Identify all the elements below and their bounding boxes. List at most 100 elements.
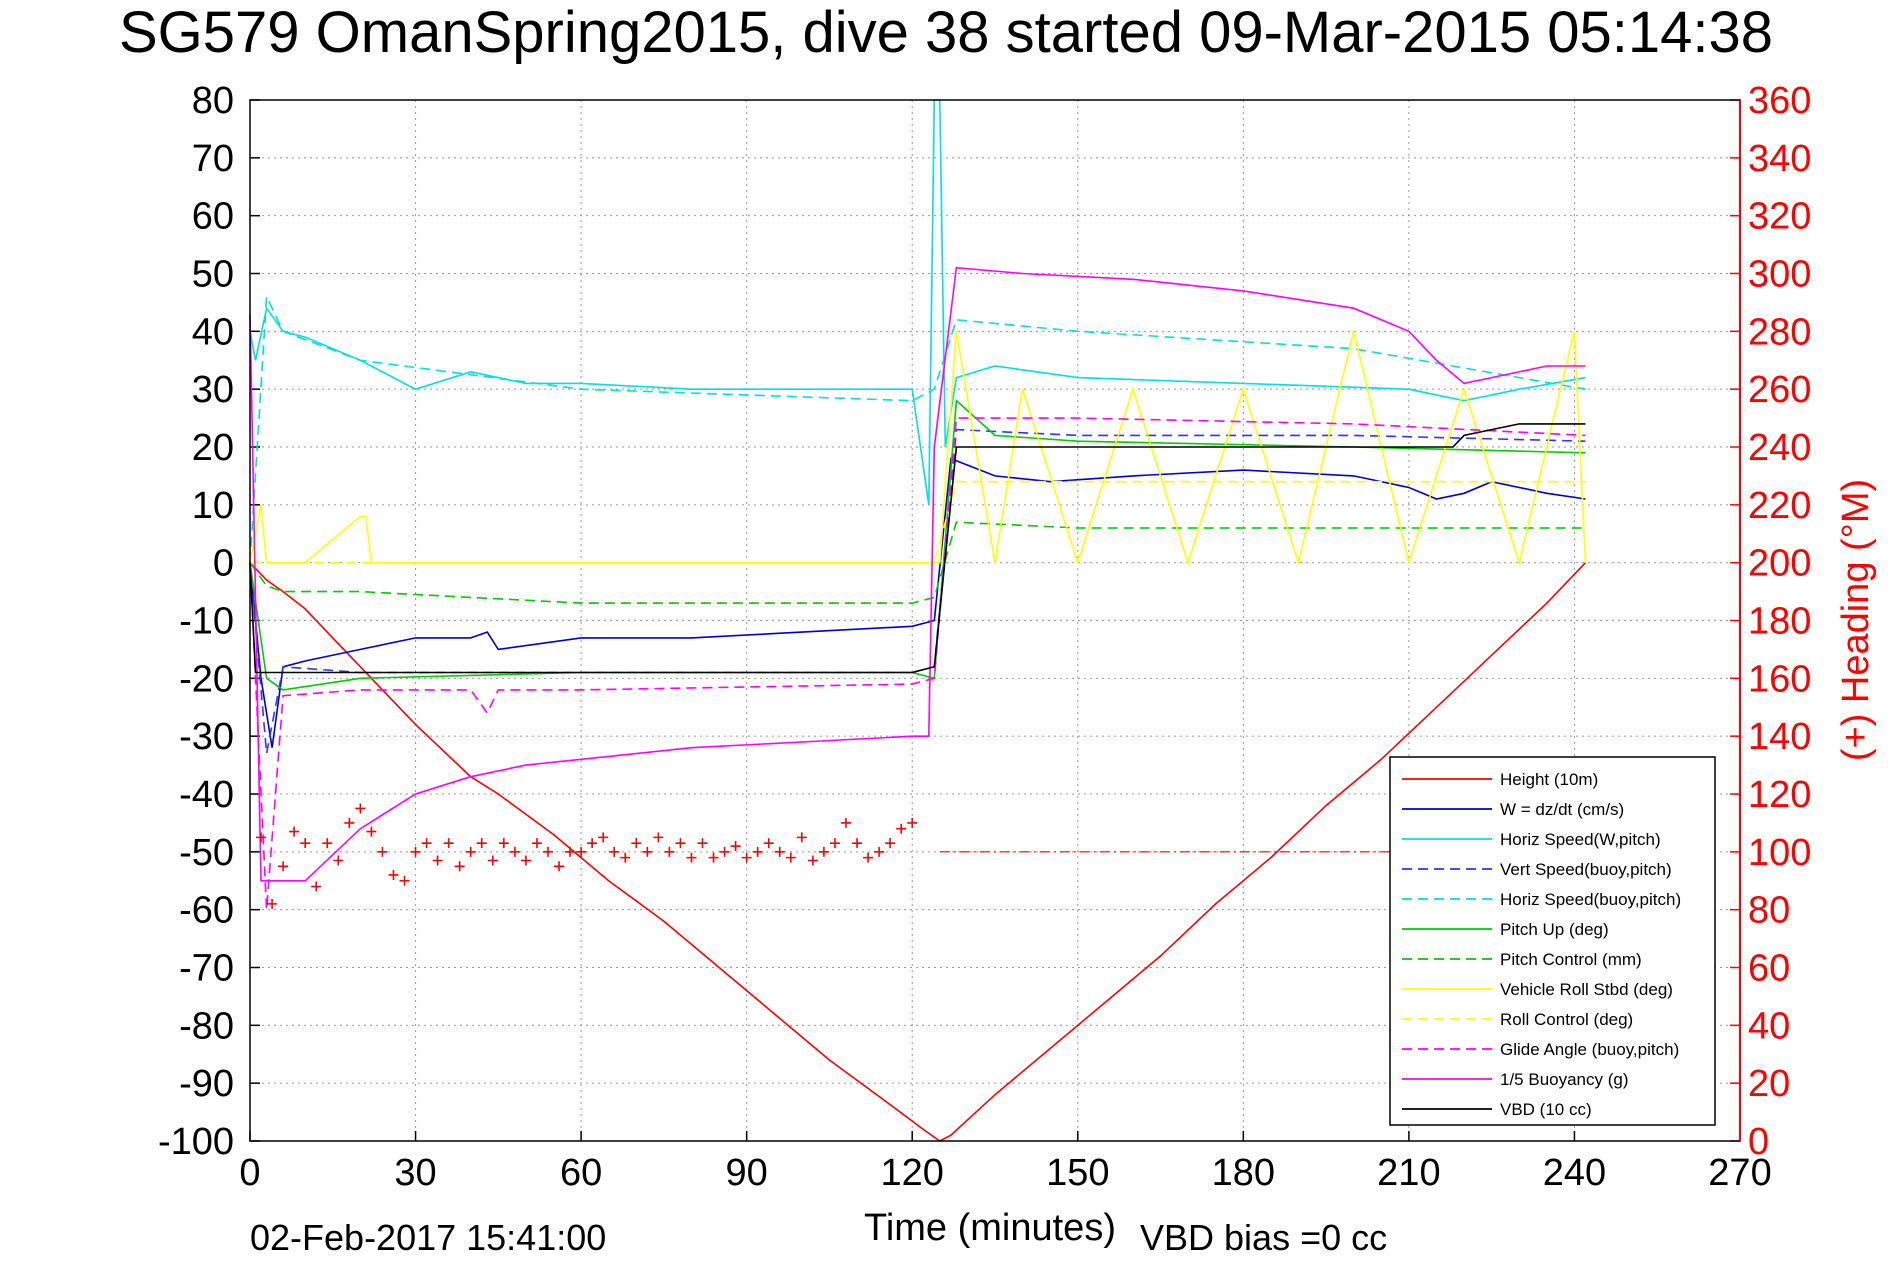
series-line-glide-angle-buoy-pitch (249, 417, 1586, 910)
chart-title: SG579 OmanSpring2015, dive 38 started 09… (119, 0, 1773, 65)
series-line-vert-speed-buoy-pitch (249, 428, 1586, 754)
x-tick-label: 270 (1708, 1152, 1771, 1194)
series-line-horiz-speed-buoy-pitch (249, 293, 1586, 563)
heading-marker (730, 841, 741, 852)
y-right-tick-label: 240 (1748, 427, 1811, 469)
x-tick-label: 60 (560, 1152, 602, 1194)
heading-marker (355, 803, 366, 814)
series-line-pitch-up-deg (249, 399, 1586, 691)
legend-entry: Pitch Up (deg) (1500, 920, 1609, 939)
heading-marker (752, 846, 763, 857)
heading-marker (520, 855, 531, 866)
heading-marker (289, 826, 300, 837)
legend-entry: 1/5 Buoyancy (g) (1500, 1070, 1629, 1089)
legend-entry: Vehicle Roll Stbd (deg) (1500, 980, 1673, 999)
heading-marker (344, 817, 355, 828)
series-line-vehicle-roll-stbd-deg (249, 331, 1587, 566)
y-tick-label: 30 (192, 369, 234, 411)
heading-marker (454, 861, 465, 872)
y-tick-label: 40 (192, 311, 234, 353)
y-right-tick-label: 100 (1748, 832, 1811, 874)
heading-marker (774, 846, 785, 857)
heading-marker (278, 861, 289, 872)
legend-box (1389, 756, 1716, 1126)
y-tick-label: -100 (158, 1121, 234, 1163)
left-axis-ticks: 80 70 60 50 40 30 20 10 0 -10 -20 -30 -40 -50 -60 -70 -8… (158, 80, 234, 1163)
legend-entry: Pitch Control (mm) (1500, 950, 1642, 969)
heading-marker (675, 838, 686, 849)
y-tick-label: 70 (192, 138, 234, 180)
legend-entry: Horiz Speed(W,pitch) (1500, 830, 1661, 849)
heading-marker (333, 855, 344, 866)
x-axis-ticks: 0 30 60 90 120 150 180 210 240 270 (239, 1152, 1771, 1194)
heading-marker (487, 855, 498, 866)
y-right-tick-label: 40 (1748, 1005, 1790, 1047)
y-right-tick-label: 60 (1748, 948, 1790, 990)
heading-marker (554, 861, 565, 872)
y-tick-label: 20 (192, 427, 234, 469)
heading-marker (620, 852, 631, 863)
x-tick-label: 90 (726, 1152, 768, 1194)
heading-marker (432, 855, 443, 866)
y-tick-label: -90 (179, 1063, 234, 1105)
y-right-tick-label: 80 (1748, 890, 1790, 932)
series-line-w-dz-dt-cm-s (249, 457, 1586, 748)
heading-marker (498, 838, 509, 849)
y-tick-label: -60 (179, 890, 234, 932)
right-axis-ticks: 3603403203002802602402202001801601401201… (1748, 80, 1811, 1163)
heading-marker (708, 852, 719, 863)
legend-entry: Roll Control (deg) (1500, 1010, 1633, 1029)
y-right-tick-label: 320 (1748, 196, 1811, 238)
x-tick-label: 150 (1046, 1152, 1109, 1194)
heading-marker (300, 838, 311, 849)
heading-marker (421, 838, 432, 849)
heading-marker (686, 852, 697, 863)
heading-marker (785, 852, 796, 863)
heading-marker (565, 846, 576, 857)
heading-marker (443, 838, 454, 849)
heading-markers (256, 803, 918, 909)
y-right-tick-label: 360 (1748, 80, 1811, 122)
heading-marker (366, 826, 377, 837)
y-right-tick-label: 200 (1748, 543, 1811, 585)
heading-marker (322, 838, 333, 849)
heading-marker (697, 838, 708, 849)
y-tick-label: 10 (192, 485, 234, 527)
right-axis-label: (+) Heading (°M) (1835, 479, 1877, 761)
heading-marker (587, 838, 598, 849)
y-right-tick-label: 140 (1748, 716, 1811, 758)
y-tick-label: 80 (192, 80, 234, 122)
legend-entry: Vert Speed(buoy,pitch) (1500, 860, 1672, 879)
series-lines (249, 99, 1587, 1142)
y-tick-label: -70 (179, 948, 234, 990)
x-axis-label: Time (minutes) (864, 1207, 1116, 1249)
heading-marker (863, 852, 874, 863)
heading-marker (576, 846, 587, 857)
y-right-tick-label: 160 (1748, 658, 1811, 700)
y-tick-label: -10 (179, 601, 234, 643)
y-right-tick-label: 280 (1748, 311, 1811, 353)
series-line-vbd-10-cc (249, 423, 1586, 674)
heading-marker (388, 869, 399, 880)
heading-marker (267, 898, 278, 909)
heading-marker (874, 846, 885, 857)
heading-marker (531, 838, 542, 849)
legend-entry: W = dz/dt (cm/s) (1500, 800, 1624, 819)
heading-marker (399, 875, 410, 886)
x-tick-label: 0 (239, 1152, 260, 1194)
heading-marker (377, 846, 388, 857)
series-line-horiz-speed-w-pitch (249, 99, 1586, 505)
heading-marker (807, 855, 818, 866)
heading-marker (763, 838, 774, 849)
legend-entry: Horiz Speed(buoy,pitch) (1500, 890, 1681, 909)
heading-marker (896, 823, 907, 834)
y-tick-label: 60 (192, 196, 234, 238)
heading-marker (465, 846, 476, 857)
y-tick-label: 0 (213, 543, 234, 585)
y-tick-label: -30 (179, 716, 234, 758)
heading-marker (664, 846, 675, 857)
series-line-1-5-buoyancy-g (249, 266, 1586, 882)
footer-vbd-bias: VBD bias =0 cc (1140, 1217, 1387, 1258)
y-tick-label: -20 (179, 658, 234, 700)
y-right-tick-label: 20 (1748, 1063, 1790, 1105)
